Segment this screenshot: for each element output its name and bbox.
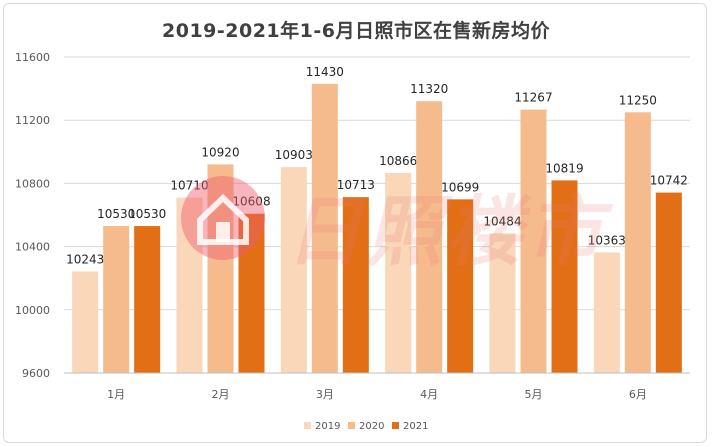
bar-2021: [551, 180, 578, 373]
data-label: 11430: [306, 65, 344, 79]
bar-2020: [207, 164, 234, 373]
y-tick-label: 11200: [15, 114, 50, 127]
bar-2020: [416, 101, 443, 374]
bar-2021: [342, 197, 369, 373]
x-tick-label: 4月: [420, 388, 438, 401]
x-tick-label: 1月: [107, 388, 125, 401]
y-tick-label: 10000: [15, 304, 50, 317]
data-label: 10699: [441, 180, 479, 194]
bar-2020: [311, 83, 338, 374]
bar-2019: [489, 233, 516, 373]
bar-2020: [520, 109, 547, 373]
data-label: 10710: [170, 179, 208, 193]
bar-2021: [655, 192, 682, 373]
chart-title: 2019-2021年1-6月日照市区在售新房均价: [162, 20, 550, 42]
legend-label-2020: 2020: [359, 421, 384, 432]
data-label: 10819: [545, 161, 583, 175]
bar-2021: [134, 226, 161, 373]
legend-label-2019: 2019: [315, 421, 340, 432]
legend-swatch-2021: [392, 422, 399, 429]
x-tick-label: 5月: [525, 388, 543, 401]
bar-2019: [385, 172, 412, 373]
bar-2021: [238, 213, 265, 373]
data-label: 10903: [275, 148, 313, 162]
bar-2021: [447, 199, 474, 373]
data-label: 10243: [66, 252, 104, 266]
y-tick-label: 11600: [15, 51, 50, 64]
data-label: 11320: [410, 82, 448, 96]
y-tick-label: 10800: [15, 177, 50, 190]
bar-2019: [176, 197, 203, 373]
x-tick-label: 2月: [212, 388, 230, 401]
y-tick-label: 9600: [22, 367, 50, 380]
data-label: 10920: [201, 145, 239, 159]
data-label: 11250: [619, 93, 657, 107]
data-label: 10608: [232, 195, 270, 209]
legend-swatch-2020: [348, 422, 355, 429]
data-label: 11267: [514, 91, 552, 105]
bar-2020: [103, 226, 130, 373]
data-label: 10713: [337, 178, 375, 192]
data-label: 10484: [483, 214, 521, 228]
x-tick-label: 3月: [316, 388, 334, 401]
bar-2020: [624, 112, 651, 374]
data-label: 10742: [650, 174, 688, 188]
x-tick-label: 6月: [629, 388, 647, 401]
data-label: 10866: [379, 154, 417, 168]
y-tick-label: 10400: [15, 241, 50, 254]
bar-2019: [593, 252, 620, 373]
data-label: 10363: [588, 233, 626, 247]
data-label: 10530: [97, 207, 135, 221]
bar-2019: [72, 271, 99, 373]
bar-2019: [280, 167, 307, 373]
data-label: 10530: [128, 207, 166, 221]
legend-swatch-2019: [304, 422, 311, 429]
legend-label-2021: 2021: [403, 421, 428, 432]
